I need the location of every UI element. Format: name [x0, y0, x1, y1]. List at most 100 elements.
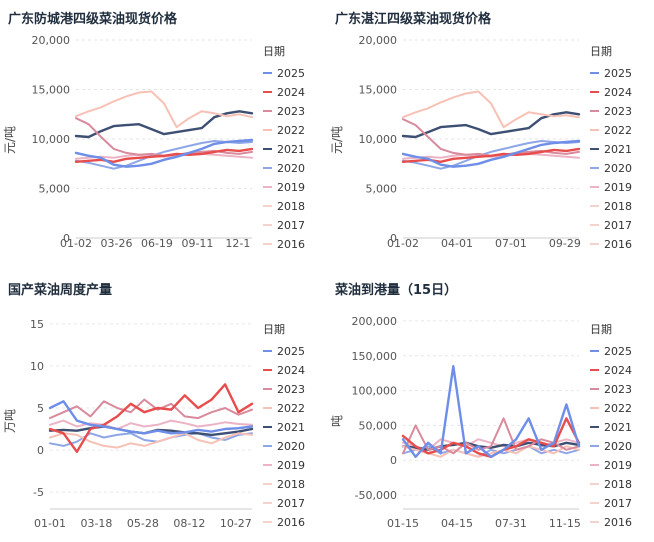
- chart-title: 菜油到港量（15日）: [335, 283, 458, 298]
- legend-item-2022[interactable]: 2022: [604, 124, 632, 137]
- legend-item-2020[interactable]: 2020: [277, 440, 305, 453]
- y-tick-label: 100,000: [352, 385, 398, 398]
- legend-item-2021[interactable]: 2021: [277, 143, 305, 156]
- chart-panel-fangchenggang-price: 广东防城港四级菜油现货价格 0 5,000 10,000 15,000 20,000 01…: [0, 0, 327, 271]
- series-line-2019: [49, 419, 253, 430]
- legend-item-2019[interactable]: 2019: [277, 459, 305, 472]
- legend-item-2024[interactable]: 2024: [604, 364, 632, 377]
- legend-title: 日期: [263, 45, 285, 58]
- x-tick-label: 11-15: [549, 517, 581, 530]
- x-tick-label: 03-18: [80, 517, 112, 530]
- x-tick-label: 01-02: [387, 237, 419, 250]
- chart-domestic-weekly-output: -5 0 5 10 15 01-01 03-18 05-28 08-12 10-27 万吨 日期 202…: [3, 318, 305, 530]
- legend-item-2023[interactable]: 2023: [604, 383, 632, 396]
- x-tick-label: 06-19: [141, 237, 173, 250]
- series-line-2020: [402, 140, 580, 170]
- legend-item-2017[interactable]: 2017: [277, 497, 305, 510]
- x-tick-label: 05-28: [127, 517, 159, 530]
- y-tick-label: 0: [390, 454, 397, 467]
- y-tick-label: 15,000: [32, 84, 71, 97]
- x-tick-label: 07-01: [495, 237, 527, 250]
- legend-item-2016[interactable]: 2016: [277, 516, 305, 529]
- legend-item-2025[interactable]: 2025: [604, 67, 632, 80]
- chart-zhanjiang-price: 0 5,000 10,000 15,000 20,000 01-02 04-01 07-01 0…: [330, 34, 632, 251]
- y-tick-label: 20,000: [32, 34, 71, 47]
- chart-title: 广东湛江四级菜油现货价格: [335, 12, 492, 27]
- legend-item-2023[interactable]: 2023: [277, 105, 305, 118]
- legend-item-2016[interactable]: 2016: [277, 238, 305, 251]
- chart-title: 国产菜油周度产量: [8, 283, 113, 298]
- series-line-2022: [75, 90, 253, 129]
- y-tick-label: 10: [30, 360, 44, 373]
- legend-item-2016[interactable]: 2016: [604, 516, 632, 529]
- legend-item-2017[interactable]: 2017: [277, 219, 305, 232]
- y-tick-label: 0: [37, 444, 44, 457]
- legend-item-2019[interactable]: 2019: [604, 181, 632, 194]
- x-tick-label: 01-02: [60, 237, 92, 250]
- legend-item-2021[interactable]: 2021: [604, 421, 632, 434]
- legend-item-2022[interactable]: 2022: [277, 124, 305, 137]
- legend-item-2024[interactable]: 2024: [277, 86, 305, 99]
- legend-item-2019[interactable]: 2019: [277, 181, 305, 194]
- legend-item-2022[interactable]: 2022: [604, 402, 632, 415]
- series-line-2025: [401, 139, 581, 168]
- series-line-2022: [402, 90, 580, 129]
- legend-item-2016[interactable]: 2016: [604, 238, 632, 251]
- y-axis-label: 元/吨: [330, 126, 344, 154]
- legend-title: 日期: [590, 323, 612, 336]
- y-tick-label: -5: [33, 486, 44, 499]
- x-tick-label: 01-15: [387, 517, 419, 530]
- y-tick-label: 150,000: [352, 350, 398, 363]
- y-tick-label: 10,000: [32, 133, 71, 146]
- legend-item-2020[interactable]: 2020: [604, 162, 632, 175]
- series-line-2023: [49, 398, 253, 420]
- legend-item-2024[interactable]: 2024: [604, 86, 632, 99]
- legend-item-2025[interactable]: 2025: [277, 345, 305, 358]
- legend-item-2024[interactable]: 2024: [277, 364, 305, 377]
- x-tick-label: 10-27: [220, 517, 252, 530]
- chart-panel-zhanjiang-price: 广东湛江四级菜油现货价格 0 5,000 10,000 15,000 20,000 01-…: [327, 0, 654, 271]
- x-tick-label: 04-01: [441, 237, 473, 250]
- legend-item-2023[interactable]: 2023: [604, 105, 632, 118]
- y-tick-label: 5: [37, 402, 44, 415]
- y-axis-label: 元/吨: [3, 126, 17, 154]
- chart-panel-port-arrivals: 菜油到港量（15日） -50,000 0 50,000 100,000 150,000 2…: [327, 271, 654, 542]
- y-tick-label: 200,000: [352, 315, 398, 328]
- x-tick-label: 04-15: [441, 517, 473, 530]
- series-line-2025: [74, 138, 254, 168]
- legend-item-2020[interactable]: 2020: [604, 440, 632, 453]
- x-tick-label: 07-31: [495, 517, 527, 530]
- legend-item-2018[interactable]: 2018: [604, 478, 632, 491]
- x-tick-label: 09-11: [181, 237, 213, 250]
- legend-item-2019[interactable]: 2019: [604, 459, 632, 472]
- legend-item-2021[interactable]: 2021: [604, 143, 632, 156]
- y-axis-label: 万吨: [3, 409, 17, 433]
- legend-item-2018[interactable]: 2018: [604, 200, 632, 213]
- y-axis-label: 吨: [330, 415, 344, 427]
- legend-item-2017[interactable]: 2017: [604, 219, 632, 232]
- legend-item-2023[interactable]: 2023: [277, 383, 305, 396]
- legend-item-2018[interactable]: 2018: [277, 478, 305, 491]
- legend-item-2022[interactable]: 2022: [277, 402, 305, 415]
- y-tick-label: -50,000: [355, 489, 397, 502]
- series-line-2025: [401, 364, 581, 459]
- series-line-2024: [48, 383, 254, 454]
- legend-item-2021[interactable]: 2021: [277, 421, 305, 434]
- legend-item-2017[interactable]: 2017: [604, 497, 632, 510]
- y-tick-label: 5,000: [39, 183, 71, 196]
- x-tick-label: 12-1: [225, 237, 250, 250]
- legend-item-2025[interactable]: 2025: [604, 345, 632, 358]
- y-tick-label: 0: [63, 232, 70, 245]
- x-tick-label: 01-01: [34, 517, 66, 530]
- legend-item-2025[interactable]: 2025: [277, 67, 305, 80]
- y-tick-label: 50,000: [359, 419, 398, 432]
- series-line-2025: [48, 400, 254, 435]
- legend-item-2020[interactable]: 2020: [277, 162, 305, 175]
- x-tick-label: 03-26: [100, 237, 132, 250]
- series-line-2022: [402, 445, 580, 458]
- y-tick-label: 10,000: [359, 133, 398, 146]
- legend-item-2018[interactable]: 2018: [277, 200, 305, 213]
- chart-port-arrivals: -50,000 0 50,000 100,000 150,000 200,000 01-15…: [330, 315, 632, 530]
- chart-panel-domestic-weekly-output: 国产菜油周度产量 -5 0 5 10 15 01-01 03-18 05-28 08-12 10-…: [0, 271, 327, 542]
- legend-title: 日期: [263, 323, 285, 336]
